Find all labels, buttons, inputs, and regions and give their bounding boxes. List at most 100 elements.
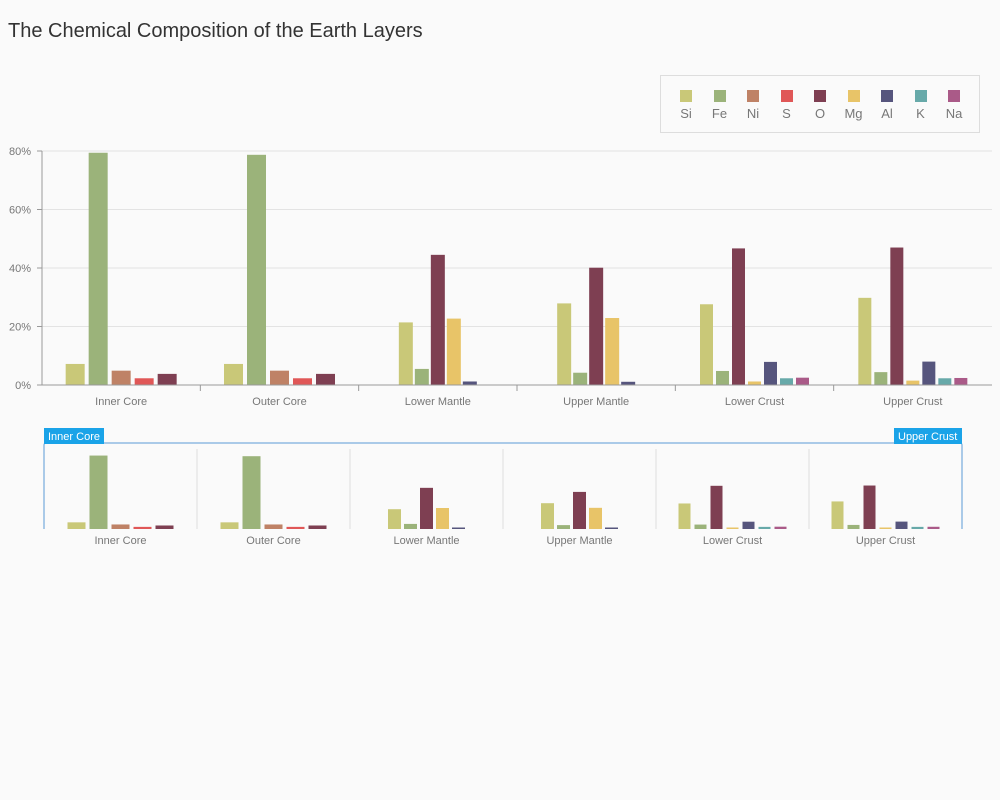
navigator-x-label: Inner Core xyxy=(95,535,147,547)
legend-label: Si xyxy=(680,106,692,121)
bar-s[interactable] xyxy=(293,378,312,385)
legend-label: O xyxy=(814,106,826,121)
bar-na[interactable] xyxy=(954,377,968,385)
bar-si[interactable] xyxy=(858,297,872,385)
legend-label: K xyxy=(916,106,925,121)
bar-o[interactable] xyxy=(316,373,335,385)
legend-item-o[interactable]: O xyxy=(803,90,837,121)
navigator-bar-fe xyxy=(847,524,860,529)
navigator: Inner Core Outer Core Lower Mantle Upper Ma… xyxy=(43,428,963,547)
bar-ni[interactable] xyxy=(111,370,131,385)
navigator-x-label: Upper Crust xyxy=(856,535,915,547)
bar-mg[interactable] xyxy=(446,318,461,385)
x-tick-label: Lower Crust xyxy=(725,396,784,408)
bar-fe[interactable] xyxy=(874,372,888,385)
legend-item-si[interactable]: Si xyxy=(669,90,703,121)
navigator-bar-o xyxy=(710,485,723,529)
legend-swatch xyxy=(780,90,793,102)
bar-mg[interactable] xyxy=(605,318,620,385)
legend-item-ni[interactable]: Ni xyxy=(736,90,770,121)
bar-si[interactable] xyxy=(65,363,85,385)
legend-label: Al xyxy=(881,106,893,121)
navigator-bar-fe xyxy=(89,455,108,529)
navigator-bar-fe xyxy=(694,524,707,529)
bar-s[interactable] xyxy=(134,378,154,385)
bar-na[interactable] xyxy=(796,377,809,385)
navigator-bar-al xyxy=(895,521,908,529)
x-tick-label: Inner Core xyxy=(95,396,147,408)
legend-swatch xyxy=(814,90,826,102)
bar-k[interactable] xyxy=(780,378,793,385)
bar-o[interactable] xyxy=(732,248,745,385)
bar-o[interactable] xyxy=(157,373,177,385)
bar-o[interactable] xyxy=(890,247,904,385)
legend-swatch xyxy=(680,90,692,102)
navigator-bar-k xyxy=(911,526,924,529)
legend-item-fe[interactable]: Fe xyxy=(703,90,737,121)
bar-al[interactable] xyxy=(462,381,477,385)
navigator-bar-fe xyxy=(242,456,261,529)
legend-label: Fe xyxy=(711,106,728,121)
bar-mg[interactable] xyxy=(906,380,920,385)
navigator-bar-ni xyxy=(264,524,283,529)
navigator-bar-o xyxy=(308,525,327,529)
legend-item-k[interactable]: K xyxy=(904,90,938,121)
navigator-selection-frame[interactable] xyxy=(43,442,963,529)
bar-fe[interactable] xyxy=(573,372,588,385)
x-axis: Inner Core Outer Core Lower Mantle Upper Ma… xyxy=(42,384,992,408)
legend-swatch xyxy=(713,90,726,102)
y-tick-label: 20% xyxy=(9,322,31,334)
navigator-bar-al xyxy=(742,521,755,529)
navigator-bar-ni xyxy=(111,524,130,529)
bar-si[interactable] xyxy=(398,322,413,385)
bar-mg[interactable] xyxy=(748,381,761,385)
navigator-bar-mg xyxy=(589,507,602,529)
navigator-bar-si xyxy=(678,503,691,529)
navigator-x-label: Outer Core xyxy=(246,535,300,547)
navigator-bar-si xyxy=(220,522,239,529)
legend-item-al[interactable]: Al xyxy=(870,90,904,121)
y-tick-label: 0% xyxy=(15,380,31,392)
navigator-end-handle[interactable] xyxy=(894,428,962,444)
bar-si[interactable] xyxy=(700,304,713,385)
legend-item-mg[interactable]: Mg xyxy=(837,90,871,121)
navigator-bar-mg xyxy=(726,527,739,529)
legend-item-na[interactable]: Na xyxy=(937,90,971,121)
navigator-bar-s xyxy=(286,526,305,529)
bar-o[interactable] xyxy=(430,254,445,385)
legend-swatch xyxy=(914,90,927,102)
bar-o[interactable] xyxy=(589,267,604,385)
bar-ni[interactable] xyxy=(270,370,289,385)
legend-swatch xyxy=(881,90,893,102)
bar-fe[interactable] xyxy=(414,368,429,385)
navigator-end-label: Upper Crust xyxy=(898,431,957,443)
navigator-bar-na xyxy=(927,526,940,529)
navigator-bar-si xyxy=(67,522,86,529)
main-bars xyxy=(65,152,968,385)
navigator-bar-al xyxy=(605,527,618,529)
bar-k[interactable] xyxy=(938,378,952,385)
y-axis-ticks: 0% 20% 40% 60% 80% xyxy=(9,146,43,392)
x-tick-label: Upper Mantle xyxy=(563,396,629,408)
y-tick-label: 60% xyxy=(9,205,31,217)
navigator-bar-fe xyxy=(557,525,570,529)
x-tick-label: Upper Crust xyxy=(883,396,942,408)
bar-fe[interactable] xyxy=(716,370,729,385)
navigator-start-label: Inner Core xyxy=(48,431,100,443)
navigator-bar-si xyxy=(388,509,401,529)
bar-al[interactable] xyxy=(621,381,636,385)
navigator-bar-mg xyxy=(436,508,449,529)
bar-al[interactable] xyxy=(764,361,777,385)
x-tick-label: Outer Core xyxy=(252,396,306,408)
bar-al[interactable] xyxy=(922,361,936,385)
legend-swatch xyxy=(847,90,860,102)
grid-lines xyxy=(42,150,992,386)
navigator-bar-s xyxy=(133,526,152,529)
bar-si[interactable] xyxy=(224,363,243,385)
navigator-start-handle[interactable] xyxy=(44,428,104,444)
bar-si[interactable] xyxy=(557,303,572,385)
bar-fe[interactable] xyxy=(88,152,108,385)
bar-fe[interactable] xyxy=(247,154,266,385)
legend-item-s[interactable]: S xyxy=(770,90,804,121)
